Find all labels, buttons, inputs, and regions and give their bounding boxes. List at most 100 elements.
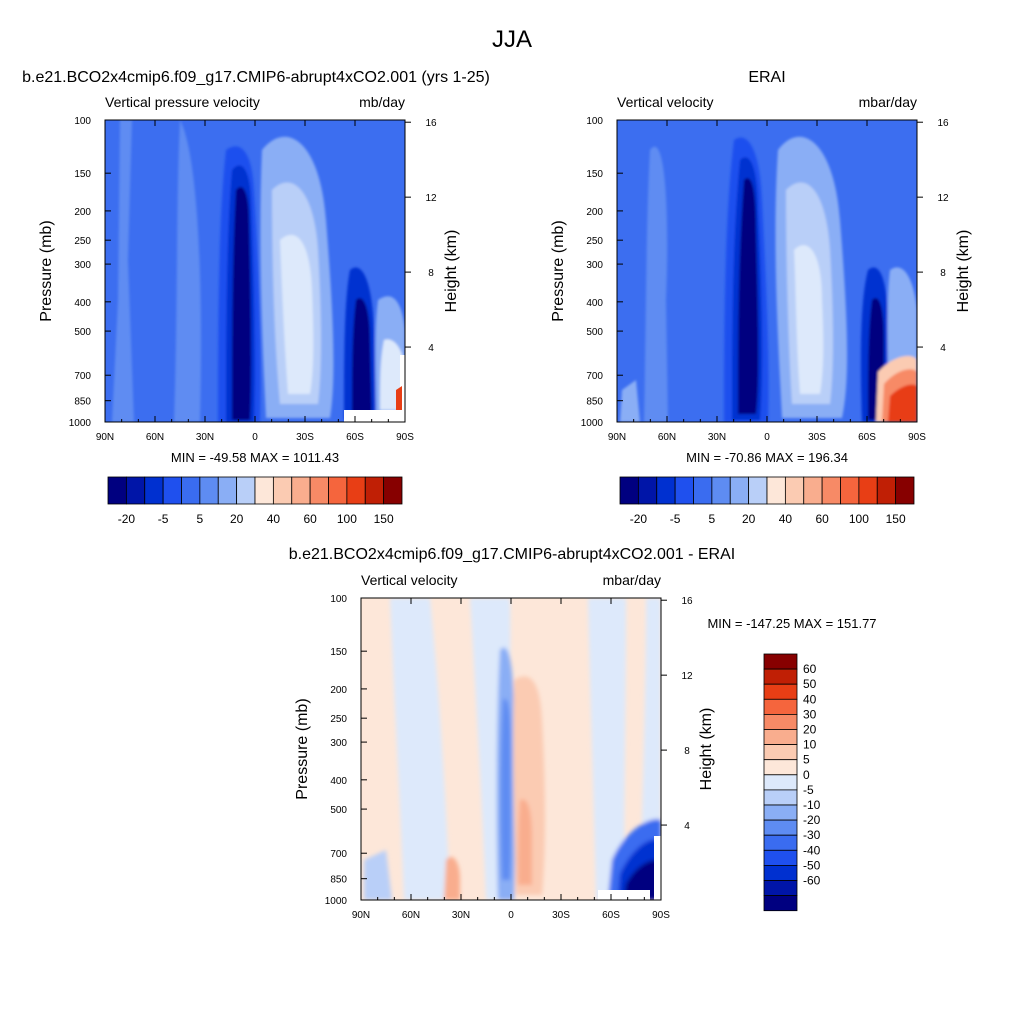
diff-colorbar-label: 5 [803, 753, 810, 767]
model-y2tick-label: 12 [425, 193, 437, 204]
obs-ytick-label: 700 [586, 371, 603, 382]
obs-xtick-label: 90N [608, 432, 626, 443]
diff-colorbar-label: -50 [803, 858, 821, 872]
model-colorbar-box [383, 476, 403, 505]
diff-ytick-label: 100 [330, 594, 347, 605]
diff-colorbar-box [763, 834, 798, 851]
obs-colorbar-box [729, 476, 750, 505]
model-colorbar-label: 100 [337, 512, 357, 526]
obs-colorbar-box [876, 476, 897, 505]
obs-colorbar-box [821, 476, 841, 505]
obs-ytick-label: 400 [586, 298, 603, 309]
obs-ylabel: Pressure (mb) [550, 220, 567, 321]
obs-colorbar-box [711, 476, 731, 505]
obs-colorbar-box [674, 476, 694, 505]
model-xtick-label: 30N [196, 432, 214, 443]
diff-y2tick-label: 8 [684, 746, 690, 757]
obs-nh-surface [620, 380, 640, 422]
diff-positive-lobe-core [518, 799, 532, 885]
model-panel: b.e21.BCO2x4cmip6.f09_g17.CMIP6-abrupt4x… [22, 69, 490, 526]
diff-colorbar-box [763, 819, 798, 836]
diff-colorbar-label: 0 [803, 768, 810, 782]
obs-ytick-label: 250 [586, 236, 603, 247]
model-title: b.e21.BCO2x4cmip6.f09_g17.CMIP6-abrupt4x… [22, 69, 490, 86]
obs-stats: MIN = -70.86 MAX = 196.34 [686, 450, 848, 465]
obs-ytick-label: 850 [586, 397, 603, 408]
diff-colorbar-box [763, 880, 798, 897]
obs-colorbar-box [656, 476, 676, 505]
obs-right-string: mbar/day [859, 94, 917, 110]
obs-colorbar-box [895, 476, 915, 505]
obs-sh-positive-core [888, 384, 917, 422]
model-ytick-label: 700 [74, 371, 91, 382]
diff-colorbar-label: -40 [803, 843, 821, 857]
obs-colorbar-box [840, 476, 860, 505]
model-colorbar-box [107, 476, 127, 505]
model-stripe-hadley-outer [174, 120, 202, 422]
diff-colorbar-label: 60 [803, 662, 817, 676]
obs-ytick-label: 300 [586, 260, 603, 271]
model-ytick-label: 100 [74, 116, 91, 127]
diff-y2tick-label: 12 [681, 671, 693, 682]
model-ytick-label: 500 [74, 327, 91, 338]
model-colorbar-box [291, 476, 311, 505]
diff-nh-negative-surface [364, 850, 392, 900]
obs-colorbar-label: -5 [670, 512, 681, 526]
obs-y2tick-label: 4 [940, 343, 946, 354]
obs-colorbar-box [619, 476, 639, 505]
model-stats: MIN = -49.58 MAX = 1011.43 [171, 450, 339, 465]
model-sh-ascent-core [352, 298, 372, 420]
model-colorbar-box [181, 476, 201, 505]
model-xtick-label: 60S [346, 432, 364, 443]
obs-ytick-label: 150 [586, 169, 603, 180]
model-ytick-label: 300 [74, 260, 91, 271]
diff-negative-band-sh [588, 598, 626, 900]
model-colorbar-box [328, 476, 348, 505]
diff-colorbar-label: 30 [803, 707, 817, 721]
diff-xtick-label: 90N [352, 910, 370, 921]
diff-colorbar-box [763, 865, 798, 881]
obs-colorbar-box [766, 476, 786, 505]
model-y2tick-label: 16 [425, 118, 437, 129]
model-colorbar-box [144, 476, 164, 505]
obs-colorbar: -20 -5 5 20 40 60 100 150 [619, 476, 915, 526]
model-positive-spot [396, 386, 402, 410]
diff-colorbar-box [763, 789, 798, 806]
obs-ytick-label: 100 [586, 116, 603, 127]
obs-y2tick-label: 16 [937, 118, 949, 129]
diff-colorbar-box [763, 698, 798, 715]
diff-colorbar-label: -5 [803, 783, 814, 797]
obs-xtick-label: 60S [858, 432, 876, 443]
obs-colorbar-box [637, 476, 658, 505]
diff-y2tick-label: 4 [684, 821, 690, 832]
page-title: JJA [492, 26, 532, 53]
obs-colorbar-label: 150 [886, 512, 906, 526]
diff-colorbar-label: -20 [803, 813, 821, 827]
diff-ytick-label: 200 [330, 685, 347, 696]
obs-xtick-label: 60N [658, 432, 676, 443]
model-colorbar-label: 5 [197, 512, 204, 526]
diff-colorbar-label: -60 [803, 874, 821, 888]
diff-positive-spot-30n [444, 856, 460, 900]
diff-colorbar-box [763, 849, 798, 866]
diff-sh-negative-core [624, 859, 661, 900]
diff-ytick-label: 700 [330, 849, 347, 860]
model-ylabel: Pressure (mb) [38, 220, 55, 321]
diff-colorbar-box [763, 653, 798, 670]
diff-ylabel: Pressure (mb) [294, 698, 311, 799]
obs-colorbar-label: 40 [779, 512, 793, 526]
model-xtick-label: 30S [296, 432, 314, 443]
obs-xtick-label: 30S [808, 432, 826, 443]
obs-colorbar-label: 100 [849, 512, 869, 526]
model-y2tick-label: 4 [428, 343, 434, 354]
model-colorbar-label: 60 [303, 512, 317, 526]
model-left-string: Vertical pressure velocity [105, 94, 260, 110]
diff-xtick-label: 60N [402, 910, 420, 921]
obs-colorbar-box [858, 476, 878, 505]
obs-xtick-label: 0 [764, 432, 770, 443]
diff-ytick-label: 300 [330, 738, 347, 749]
diff-colorbar-label: 50 [803, 677, 817, 691]
diff-left-string: Vertical velocity [361, 572, 457, 588]
